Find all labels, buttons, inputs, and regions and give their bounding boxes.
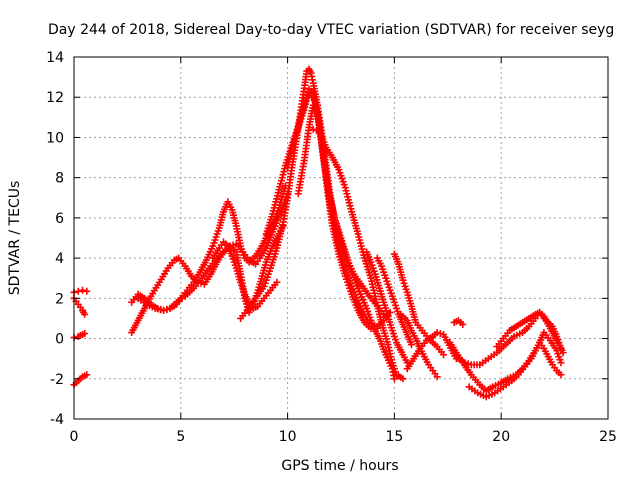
series-arc-5 (128, 182, 289, 314)
series-arc-13 (309, 125, 407, 383)
y-axis-label: SDTVAR / TECUs (7, 181, 23, 296)
y-tick-label: 0 (55, 332, 64, 348)
x-axis-label: GPS time / hours (281, 458, 398, 474)
data-point (399, 375, 407, 383)
data-point (74, 287, 82, 295)
x-tick-label: 25 (599, 429, 617, 445)
y-tick-label: 10 (46, 130, 64, 146)
data-point (160, 306, 168, 314)
chart-title: Day 244 of 2018, Sidereal Day-to-day VTE… (48, 22, 614, 38)
data-point (464, 360, 472, 368)
series-arc-15 (373, 254, 415, 349)
x-tick-label: 0 (70, 429, 79, 445)
data-points (70, 65, 567, 401)
y-tick-label: 12 (46, 90, 64, 106)
x-tick-label: 15 (385, 429, 403, 445)
series-arc-23 (493, 308, 565, 353)
y-tick-label: -4 (50, 412, 64, 428)
data-point (83, 371, 91, 379)
data-point (163, 305, 171, 313)
x-tick-label: 20 (492, 429, 510, 445)
y-tick-label: 4 (55, 251, 64, 267)
series-arc-20 (450, 316, 467, 328)
data-point (433, 373, 441, 381)
y-tick-label: 14 (46, 50, 64, 66)
series-arc-14 (363, 248, 411, 367)
data-point (83, 287, 91, 295)
data-point (459, 320, 467, 328)
y-tick-label: 2 (55, 291, 64, 307)
x-tick-label: 10 (279, 429, 297, 445)
axes: 0 5 10 15 20 25 -4 -2 0 2 4 6 8 10 12 14 (46, 50, 617, 445)
data-point (79, 286, 87, 294)
data-point (390, 375, 398, 383)
x-tick-label: 5 (176, 429, 185, 445)
y-tick-label: 6 (55, 211, 64, 227)
data-point (273, 278, 281, 286)
data-point (407, 341, 415, 349)
series-arc-7 (134, 190, 292, 314)
data-point (557, 345, 565, 353)
series-arc-16 (390, 250, 448, 359)
data-point (440, 351, 448, 359)
data-point (461, 359, 469, 367)
series-arc-22 (465, 339, 565, 401)
data-point (557, 371, 565, 379)
data-point (81, 330, 89, 338)
data-point (309, 125, 317, 133)
plot-frame (73, 56, 609, 420)
data-point (403, 359, 411, 367)
data-point (436, 330, 444, 338)
data-point (312, 126, 320, 134)
data-point (433, 329, 441, 337)
series-arc-17 (397, 310, 441, 381)
data-point (81, 310, 89, 318)
data-point (559, 349, 567, 357)
data-point (229, 241, 237, 249)
y-tick-label: 8 (55, 171, 64, 187)
y-tick-label: -2 (50, 372, 64, 388)
data-point (557, 359, 565, 367)
